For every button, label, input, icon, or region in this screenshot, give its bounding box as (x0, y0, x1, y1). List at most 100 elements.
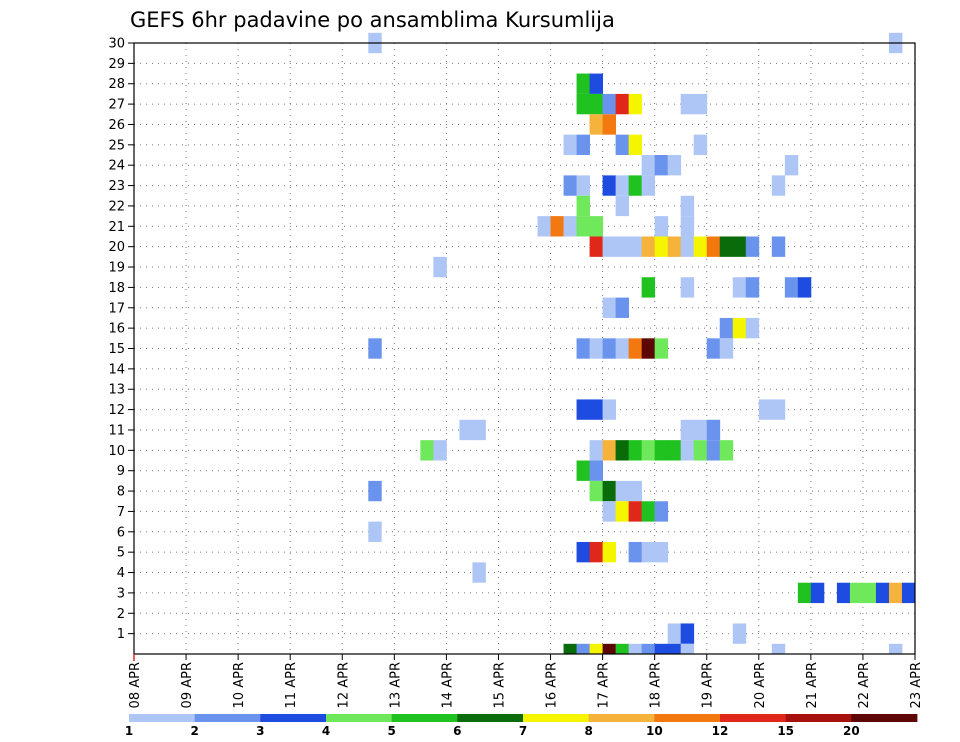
heatmap-cell (615, 297, 630, 318)
heatmap-cell (589, 216, 603, 237)
heatmap-cell (602, 440, 617, 461)
heatmap-cell (654, 338, 669, 359)
y-tick-label: 10 (108, 444, 125, 459)
heatmap-cell (706, 419, 721, 441)
heatmap-cell (615, 338, 630, 359)
heatmap-cell (680, 277, 695, 298)
heatmap-cell (693, 134, 708, 156)
heatmap-cell (615, 93, 630, 115)
heatmap-cell (628, 480, 643, 502)
heatmap-cell (472, 419, 486, 441)
y-tick-label: 20 (108, 240, 125, 255)
heatmap-cell (654, 643, 669, 654)
heatmap-cell (368, 338, 382, 359)
y-tick-label: 19 (108, 261, 125, 276)
heatmap-cell (706, 236, 721, 257)
heatmap-cell (667, 440, 682, 461)
heatmap-cell (615, 175, 630, 196)
x-tick-label: 17 APR (597, 662, 612, 708)
heatmap-cell (654, 155, 669, 176)
heatmap-cell (576, 460, 590, 481)
heatmap-cell (862, 582, 877, 604)
heatmap-cell (732, 317, 747, 339)
heatmap-cell (628, 175, 643, 196)
heatmap-cell (615, 501, 630, 522)
heatmap-cell (771, 236, 786, 257)
heatmap-cell (732, 236, 747, 257)
heatmap-cell (680, 643, 695, 654)
y-tick-label: 9 (117, 464, 125, 479)
y-tick-label: 13 (108, 383, 125, 398)
heatmap-cell (641, 175, 656, 196)
heatmap-cell (836, 582, 851, 604)
heatmap-cell (745, 317, 760, 339)
heatmap-cell (628, 236, 643, 257)
heatmap-cell (615, 236, 630, 257)
colorbar-segment (785, 714, 852, 722)
x-tick-label: 12 APR (336, 662, 351, 708)
colorbar-segment (326, 714, 393, 722)
heatmap-cells (368, 32, 916, 654)
y-tick-label: 21 (108, 220, 125, 235)
y-tick-label: 1 (117, 627, 125, 642)
heatmap-cell (654, 541, 669, 563)
heatmap-cell (667, 155, 682, 176)
heatmap-cell (693, 93, 708, 115)
heatmap-cell (641, 338, 656, 359)
y-tick-label: 16 (108, 322, 125, 337)
heatmap-cell (628, 134, 643, 156)
heatmap-cell (589, 399, 603, 420)
colorbar-label: 20 (843, 724, 860, 738)
heatmap-cell (719, 440, 734, 461)
heatmap-cell (628, 338, 643, 359)
y-tick-label: 6 (117, 525, 125, 540)
heatmap-cell (602, 643, 617, 654)
heatmap-cell (680, 216, 695, 237)
y-tick-label: 28 (108, 77, 125, 92)
heatmap-cell (732, 623, 747, 644)
heatmap-cell (615, 195, 630, 217)
heatmap-cell (680, 419, 695, 441)
heatmap-cell (888, 582, 903, 604)
heatmap-cell (758, 399, 773, 420)
x-tick-label: 10 APR (232, 662, 247, 708)
heatmap-cell (602, 480, 617, 502)
heatmap-cell (550, 216, 564, 237)
heatmap-cell (875, 582, 890, 604)
heatmap-cell (641, 155, 656, 176)
heatmap-cell (667, 236, 682, 257)
heatmap-cell (602, 93, 617, 115)
heatmap-cell (654, 216, 669, 237)
colorbar-label: 4 (322, 724, 330, 738)
heatmap-cell (810, 582, 825, 604)
heatmap-cell (654, 236, 669, 257)
y-axis: 1234567891011121314151617181920212223242… (108, 37, 134, 642)
colorbar-label: 3 (256, 724, 264, 738)
heatmap-cell (745, 236, 760, 257)
heatmap-cell (589, 338, 603, 359)
heatmap-cell (537, 216, 551, 237)
heatmap-cell (576, 134, 590, 156)
colorbar-segment (260, 714, 327, 722)
grid (134, 43, 915, 654)
heatmap-cell (719, 317, 734, 339)
y-tick-label: 23 (108, 179, 125, 194)
heatmap-cell (680, 195, 695, 217)
heatmap-cell (784, 277, 799, 298)
y-tick-label: 27 (108, 98, 125, 113)
heatmap-cell (680, 93, 695, 115)
heatmap-cell (641, 501, 656, 522)
y-tick-label: 14 (108, 362, 125, 377)
colorbar-label: 7 (519, 724, 527, 738)
heatmap-cell (433, 440, 447, 461)
colorbar-label: 15 (777, 724, 794, 738)
colorbar-segment (523, 714, 590, 722)
y-tick-label: 5 (117, 546, 125, 561)
heatmap-cell (589, 93, 603, 115)
heatmap-cell (667, 623, 682, 644)
heatmap-cell (849, 582, 864, 604)
colorbar-label: 2 (190, 724, 198, 738)
heatmap-cell (641, 440, 656, 461)
heatmap-cell (641, 541, 656, 563)
